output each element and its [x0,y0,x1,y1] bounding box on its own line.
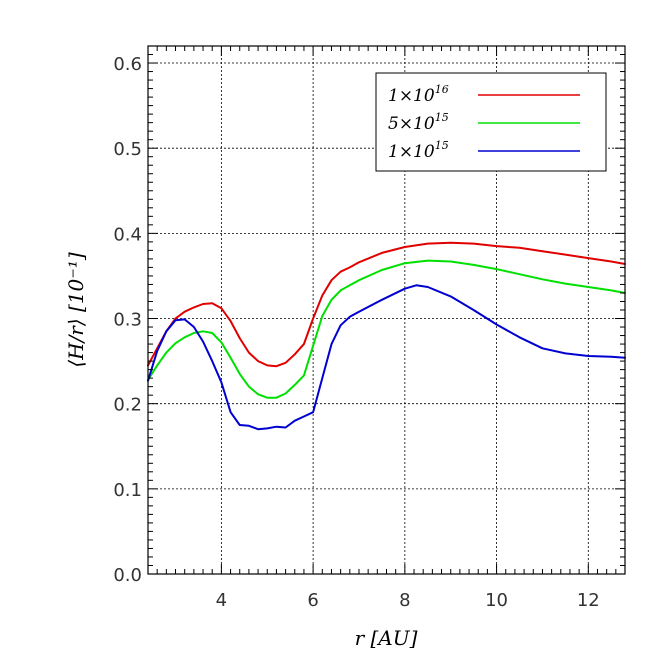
y-tick-label-5: 0.5 [113,139,142,160]
tick-labels: 4 6 8 10 12 0.0 0.1 0.2 0.3 0.4 0.5 0.6 [113,54,599,611]
series-layer [147,241,626,431]
x-tick-label-0: 4 [216,590,227,611]
y-tick-label-0: 0.0 [113,565,142,586]
y-tick-label-3: 0.3 [113,310,142,331]
y-tick-label-4: 0.4 [113,224,142,245]
y-tick-label-1: 0.1 [113,480,142,501]
series-line-2 [147,284,626,431]
x-tick-label-3: 10 [485,590,508,611]
legend-label-1: 5×1015 [388,111,449,134]
legend-label-0: 1×1016 [388,83,449,106]
x-tick-label-2: 8 [399,590,410,611]
legend-label-2: 1×1015 [388,139,449,162]
legend-entries: 1×1016 5×1015 1×1015 [388,83,580,162]
legend-box [375,72,607,172]
y-tick-label-2: 0.2 [113,395,142,416]
series-line-0 [147,241,626,368]
x-axis-label: r [AU] [355,626,418,650]
x-tick-label-4: 12 [577,590,600,611]
legend: 1×1016 5×1015 1×1015 [375,72,607,172]
x-tick-label-1: 6 [307,590,318,611]
axis-ticks [147,45,626,575]
y-axis-label: ⟨H/r⟩ [10⁻¹] [64,252,88,368]
y-tick-label-6: 0.6 [113,54,142,75]
series-line-1 [147,259,626,399]
